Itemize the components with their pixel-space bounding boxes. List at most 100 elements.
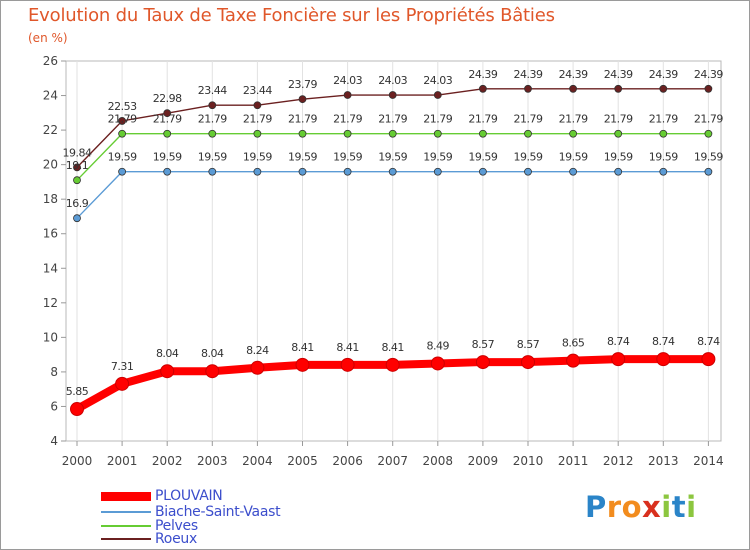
x-tick-label: 2005	[287, 454, 318, 468]
data-point	[659, 84, 668, 93]
data-point	[701, 352, 716, 367]
x-tick-label: 2003	[197, 454, 228, 468]
data-point	[569, 129, 577, 138]
proxiti-logo: Proxiti	[585, 490, 697, 524]
data-label: 22.53	[108, 100, 137, 113]
data-label: 21.79	[198, 113, 227, 126]
data-point	[433, 91, 442, 99]
x-tick-label: 2014	[693, 454, 724, 468]
data-point	[659, 129, 668, 138]
y-tick-label: 6	[50, 399, 58, 413]
logo-letter: i	[686, 490, 697, 524]
data-point	[70, 402, 84, 417]
logo-letter: o	[621, 490, 643, 524]
data-label: 19.59	[423, 151, 452, 164]
data-point	[253, 129, 262, 138]
data-point	[478, 129, 487, 138]
unit-label: (en %)	[28, 31, 68, 45]
data-point	[388, 129, 397, 138]
data-label: 21.79	[604, 113, 633, 126]
data-label: 8.24	[246, 344, 269, 357]
data-label: 21.79	[468, 113, 497, 126]
legend-swatch-roeux	[101, 538, 151, 540]
data-point	[340, 357, 355, 372]
data-point	[253, 167, 262, 176]
x-tick-label: 2008	[423, 454, 454, 468]
data-label: 24.03	[333, 74, 362, 87]
y-tick-label: 8	[50, 365, 58, 379]
x-tick-label: 2007	[377, 454, 408, 468]
data-label: 8.41	[291, 341, 314, 354]
data-point	[704, 167, 713, 176]
data-point	[524, 167, 532, 176]
plot-area	[65, 60, 722, 442]
data-point	[163, 109, 172, 118]
data-label: 23.44	[198, 84, 227, 97]
data-label: 21.79	[288, 113, 317, 126]
data-label: 24.39	[649, 68, 678, 81]
x-tick-label: 2010	[513, 454, 544, 468]
data-point	[118, 129, 126, 138]
data-label: 21.79	[108, 113, 137, 126]
y-tick-label: 10	[43, 330, 58, 344]
data-point	[614, 84, 623, 93]
data-point	[298, 129, 307, 138]
y-tick-label: 18	[43, 192, 58, 206]
data-point	[475, 355, 490, 370]
data-label: 8.04	[201, 347, 224, 360]
y-tick-label: 26	[43, 54, 58, 68]
data-label: 19.1	[66, 159, 89, 172]
x-tick-label: 2004	[242, 454, 273, 468]
data-label: 21.79	[694, 113, 723, 126]
x-tick-label: 2006	[332, 454, 363, 468]
legend-label-biache: Biache-Saint-Vaast	[155, 504, 281, 520]
logo-letter: r	[606, 490, 622, 524]
y-tick-label: 12	[43, 296, 58, 310]
data-label: 19.59	[559, 151, 588, 164]
data-point	[208, 167, 217, 176]
data-label: 8.04	[156, 347, 179, 360]
data-point	[478, 167, 487, 176]
data-label: 19.59	[333, 151, 362, 164]
data-point	[569, 84, 577, 93]
chart-title: Evolution du Taux de Taxe Foncière sur l…	[28, 5, 555, 26]
y-tick-label: 4	[50, 434, 58, 448]
data-point	[298, 95, 307, 104]
legend-label-pelves: Pelves	[155, 518, 198, 534]
legend-label-plouvain: PLOUVAIN	[155, 488, 223, 504]
data-label: 19.59	[694, 151, 723, 164]
data-label: 24.39	[604, 68, 633, 81]
logo-letter: x	[642, 490, 662, 524]
data-label: 8.74	[697, 335, 720, 348]
data-label: 19.59	[649, 151, 678, 164]
data-point	[478, 84, 487, 93]
y-tick-label: 20	[43, 158, 58, 172]
data-point	[73, 176, 81, 185]
data-point	[163, 129, 172, 138]
data-point	[73, 163, 81, 172]
legend-swatch-pelves	[101, 525, 151, 527]
data-label: 23.79	[288, 78, 317, 91]
data-label: 19.59	[604, 151, 633, 164]
data-label: 23.44	[243, 84, 272, 97]
data-label: 8.74	[607, 335, 630, 348]
data-point	[253, 101, 262, 110]
x-tick-label: 2002	[152, 454, 183, 468]
data-label: 7.31	[111, 360, 134, 373]
data-point	[614, 129, 623, 138]
data-point	[521, 355, 535, 370]
data-point	[704, 129, 713, 138]
data-point	[343, 129, 352, 138]
data-label: 19.59	[378, 151, 407, 164]
data-label: 19.59	[243, 151, 272, 164]
data-label: 8.57	[472, 338, 495, 351]
data-label: 21.79	[243, 113, 272, 126]
data-point	[115, 376, 130, 391]
data-point	[611, 352, 626, 367]
y-tick-label: 16	[43, 227, 58, 241]
data-label: 24.03	[378, 74, 407, 87]
data-label: 19.59	[514, 151, 543, 164]
data-label: 24.39	[468, 68, 497, 81]
data-point	[524, 129, 532, 138]
logo-letter: t	[671, 490, 687, 524]
